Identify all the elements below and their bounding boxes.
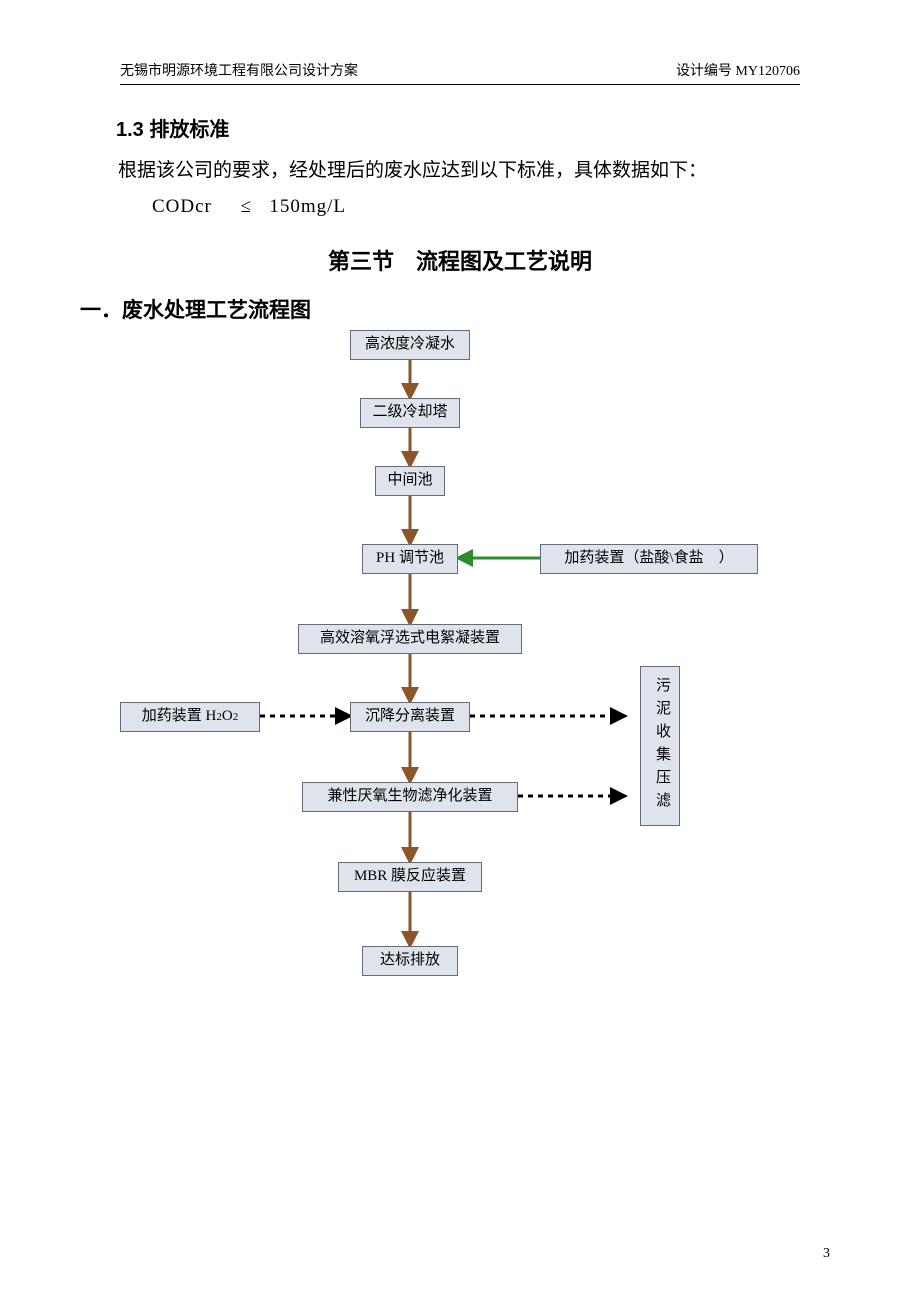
flow-node-n5: 高效溶氧浮选式电絮凝装置 (298, 624, 522, 654)
flow-title: 一．废水处理工艺流程图 (80, 294, 840, 324)
flow-node-n2: 二级冷却塔 (360, 398, 460, 428)
codcr-line: CODcr ≤ 150mg/L (152, 196, 840, 218)
flow-node-n8: MBR 膜反应装置 (338, 862, 482, 892)
flow-node-n3: 中间池 (375, 466, 445, 496)
para-1-3: 根据该公司的要求，经处理后的废水应达到以下标准，具体数据如下： (80, 152, 840, 190)
flow-node-nA: 加药装置（盐酸\食盐 ） (540, 544, 758, 574)
header-right: 设计编号 MY120706 (676, 60, 800, 80)
flow-node-nB: 加药装置 H2O2 (120, 702, 260, 732)
page-number: 3 (823, 1246, 830, 1262)
heading-1-3: 1.3 排放标准 (116, 113, 840, 142)
codcr-val: 150mg/L (269, 196, 346, 217)
flow-node-n6: 沉降分离装置 (350, 702, 470, 732)
flow-node-n9: 达标排放 (362, 946, 458, 976)
flow-node-n7: 兼性厌氧生物滤净化装置 (302, 782, 518, 812)
flow-node-nC: 污泥收集压滤 (640, 666, 680, 826)
flow-node-n4: PH 调节池 (362, 544, 458, 574)
codcr-label: CODcr (152, 196, 212, 217)
codcr-op: ≤ (241, 196, 252, 217)
section3-title: 第三节 流程图及工艺说明 (80, 244, 840, 276)
header-rule (120, 84, 800, 85)
flow-node-n1: 高浓度冷凝水 (350, 330, 470, 360)
header-left: 无锡市明源环境工程有限公司设计方案 (120, 60, 358, 80)
flowchart: 高浓度冷凝水二级冷却塔中间池 PH 调节池高效溶氧浮选式电絮凝装置沉降分离装置兼性… (80, 330, 840, 1090)
